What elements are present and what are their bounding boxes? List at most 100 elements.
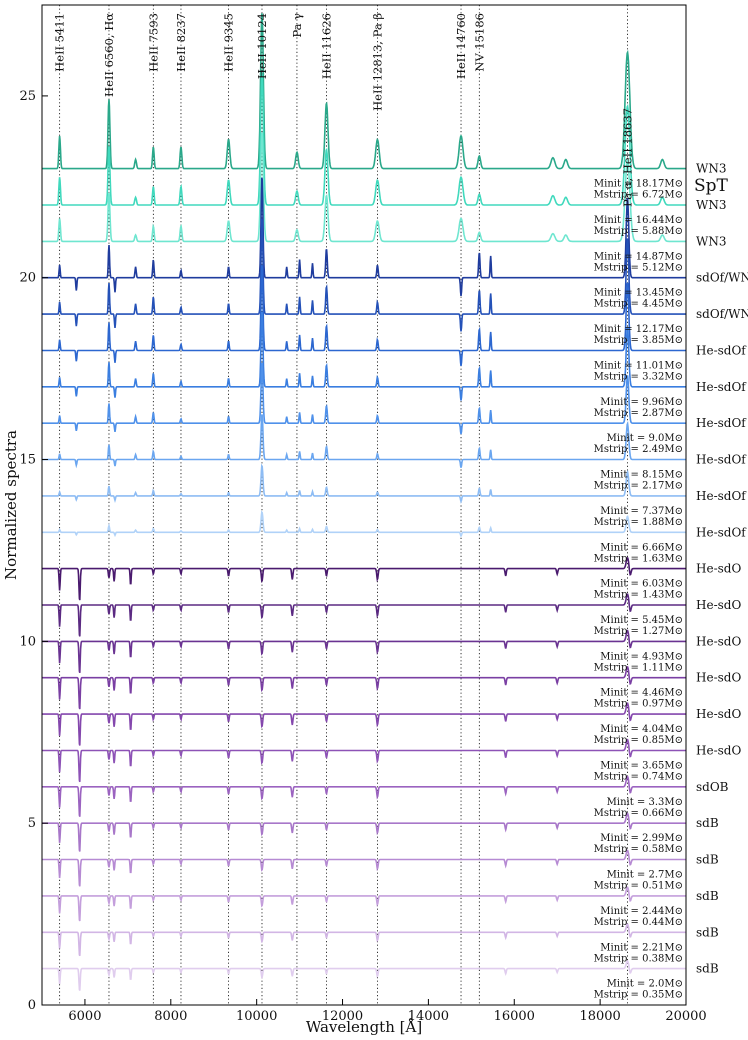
spectrum-line xyxy=(42,960,686,991)
x-tick-label: 10000 xyxy=(236,1009,277,1024)
reference-line-label: HeII 6560, Hα xyxy=(102,13,116,97)
spectrum-line xyxy=(42,923,686,957)
spectrum-line xyxy=(42,812,686,852)
spectrum-line xyxy=(42,362,686,435)
x-axis-label: Wavelength [Å] xyxy=(306,1018,422,1036)
mstrip-label: Mstrip = 0.44M⊙ xyxy=(594,917,683,928)
spt-label: He-sdO xyxy=(696,671,741,685)
y-axis-label: Normalized spectra xyxy=(2,430,20,580)
spectrum-line xyxy=(42,666,686,710)
minit-label: Minit = 3.65M⊙ xyxy=(600,760,683,771)
reference-line-label: HeII 14760 xyxy=(454,13,468,79)
minit-label: Minit = 13.45M⊙ xyxy=(594,288,683,299)
spt-label: He-sdO xyxy=(696,634,741,648)
plot-frame xyxy=(41,4,687,1006)
y-tick-label: 25 xyxy=(19,89,36,104)
spectral-type-labels: WN3 WN3 WN3 sdOf/WN sdOf/WN He-sdOf He-sdOf He-… xyxy=(696,162,748,976)
minit-label: Minit = 8.15M⊙ xyxy=(600,470,683,481)
x-tick-label: 6000 xyxy=(68,1009,101,1024)
reference-line-label: HeII 11626 xyxy=(319,13,333,79)
mstrip-label: Mstrip = 1.63M⊙ xyxy=(594,553,683,564)
spectrum-line xyxy=(42,556,686,601)
mstrip-label: Mstrip = 0.51M⊙ xyxy=(594,881,683,892)
spectrum-line xyxy=(42,414,686,469)
mstrip-label: Mstrip = 5.12M⊙ xyxy=(594,262,683,273)
x-tick-label: 12000 xyxy=(322,1009,363,1024)
mstrip-label: Mstrip = 0.58M⊙ xyxy=(594,844,683,855)
minit-label: Minit = 2.44M⊙ xyxy=(600,906,683,917)
axes: 6000 8000 10000 12000 14000 16000 18000 20000 0 5… xyxy=(19,89,706,1024)
spt-label: He-sdOf xyxy=(696,416,747,430)
spt-label: He-sdO xyxy=(696,707,741,721)
y-tick-label: 10 xyxy=(19,634,36,649)
minit-label: Minit = 2.21M⊙ xyxy=(600,942,683,953)
spectrum-line xyxy=(42,72,686,206)
reference-line-label: Pa γ xyxy=(290,13,304,38)
spectrum-line xyxy=(42,218,686,332)
spectrum-line xyxy=(42,13,686,170)
reference-line-label: HeII 7593 xyxy=(146,13,160,72)
minit-label: Minit = 2.0M⊙ xyxy=(607,979,683,990)
minit-label: Minit = 11.01M⊙ xyxy=(594,360,683,371)
minit-label: Minit = 16.44M⊙ xyxy=(594,215,683,226)
spt-label: He-sdOf xyxy=(696,343,747,357)
reference-line-label: NV 15186 xyxy=(472,13,486,72)
spectrum-line xyxy=(42,132,686,243)
mstrip-label: Mstrip = 0.66M⊙ xyxy=(594,808,683,819)
mstrip-label: Mstrip = 0.97M⊙ xyxy=(594,699,683,710)
spectrum-line xyxy=(42,593,686,637)
spt-header: SpT xyxy=(694,176,729,196)
spt-label: sdB xyxy=(696,889,719,903)
mstrip-label: Mstrip = 3.85M⊙ xyxy=(594,335,683,346)
spectrum-line xyxy=(42,775,686,817)
x-tick-label: 18000 xyxy=(579,1009,620,1024)
spt-label: sdOf/WN xyxy=(696,307,748,321)
spt-label: He-sdO xyxy=(696,598,741,612)
spectrum-line xyxy=(42,463,686,504)
mstrip-label: Mstrip = 0.74M⊙ xyxy=(594,771,683,782)
spectrum-line xyxy=(42,311,686,401)
mstrip-label: Mstrip = 2.49M⊙ xyxy=(594,444,683,455)
minit-label: Minit = 2.7M⊙ xyxy=(607,870,683,881)
spt-label: sdOB xyxy=(696,780,729,794)
minit-label: Minit = 14.87M⊙ xyxy=(594,251,683,262)
minit-label: Minit = 9.0M⊙ xyxy=(607,433,683,444)
spt-label: sdOf/WN xyxy=(696,271,748,285)
mstrip-label: Mstrip = 3.32M⊙ xyxy=(594,371,683,382)
mstrip-label: Mstrip = 1.88M⊙ xyxy=(594,517,683,528)
spectrum-line xyxy=(42,886,686,922)
minit-label: Minit = 4.04M⊙ xyxy=(600,724,683,735)
spectrum-line xyxy=(42,738,686,783)
minit-label: Minit = 18.17M⊙ xyxy=(594,179,683,190)
spectrum-line xyxy=(42,265,686,367)
spectrum-line xyxy=(42,849,686,887)
mstrip-label: Mstrip = 2.87M⊙ xyxy=(594,408,683,419)
y-tick-label: 15 xyxy=(19,453,36,468)
minit-label: Minit = 2.99M⊙ xyxy=(600,833,683,844)
reference-line-label: HeII 8237 xyxy=(174,13,188,72)
x-tick-label: 20000 xyxy=(665,1009,706,1024)
mstrip-label: Mstrip = 1.11M⊙ xyxy=(594,662,683,673)
reference-line-label: HeII 10124 xyxy=(255,13,269,79)
mstrip-label: Mstrip = 0.85M⊙ xyxy=(594,735,683,746)
minit-label: Minit = 3.3M⊙ xyxy=(607,797,683,808)
spectrum-line xyxy=(42,510,686,538)
mstrip-label: Mstrip = 0.38M⊙ xyxy=(594,953,683,964)
y-tick-label: 5 xyxy=(28,816,36,831)
y-tick-label: 20 xyxy=(19,271,36,286)
spt-label: He-sdO xyxy=(696,562,741,576)
minit-label: Minit = 7.37M⊙ xyxy=(600,506,683,517)
spectrum-line xyxy=(42,629,686,673)
minit-label: Minit = 6.03M⊙ xyxy=(600,579,683,590)
mstrip-label: Mstrip = 4.45M⊙ xyxy=(594,299,683,310)
spt-label: WN3 xyxy=(696,198,726,212)
reference-line-label: HeII 9345 xyxy=(222,13,236,72)
plot-area xyxy=(42,5,686,1005)
spt-label: He-sdOf xyxy=(696,380,747,394)
mstrip-label: Mstrip = 1.27M⊙ xyxy=(594,626,683,637)
spt-label: WN3 xyxy=(696,162,726,176)
spectrum-line xyxy=(42,177,686,296)
reference-line-label: Pa α, HeII 18637 xyxy=(620,108,634,207)
spt-label: sdB xyxy=(696,962,719,976)
